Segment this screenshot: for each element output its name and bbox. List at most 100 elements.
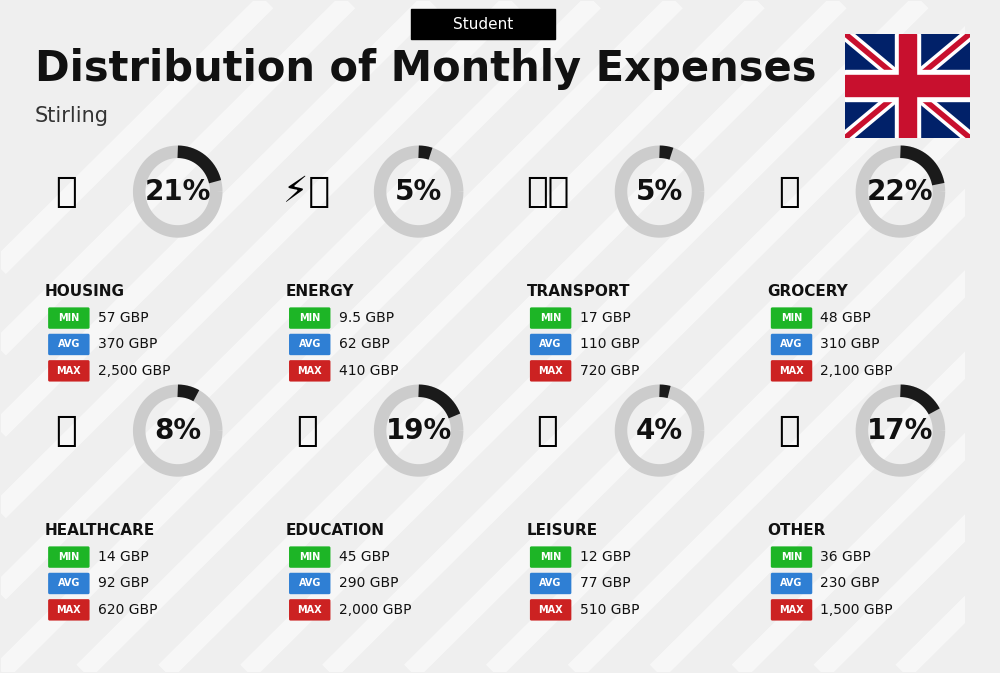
Text: 1,500 GBP: 1,500 GBP [820, 603, 893, 617]
FancyBboxPatch shape [530, 599, 571, 621]
Text: 510 GBP: 510 GBP [580, 603, 639, 617]
FancyBboxPatch shape [289, 334, 330, 355]
FancyBboxPatch shape [289, 573, 330, 594]
Text: 720 GBP: 720 GBP [580, 364, 639, 378]
FancyBboxPatch shape [771, 308, 812, 329]
FancyBboxPatch shape [530, 308, 571, 329]
FancyBboxPatch shape [289, 599, 330, 621]
Text: MIN: MIN [58, 313, 79, 323]
Text: AVG: AVG [539, 579, 562, 588]
Text: 2,000 GBP: 2,000 GBP [339, 603, 411, 617]
Text: 🎓: 🎓 [296, 414, 318, 448]
Text: 21%: 21% [145, 178, 211, 205]
Text: 230 GBP: 230 GBP [820, 577, 880, 590]
Text: Stirling: Stirling [35, 106, 109, 126]
Text: MIN: MIN [781, 552, 802, 562]
FancyBboxPatch shape [48, 573, 90, 594]
Text: MAX: MAX [297, 366, 322, 376]
Text: 310 GBP: 310 GBP [820, 337, 880, 351]
Text: 5%: 5% [636, 178, 683, 205]
Text: 🚌🚗: 🚌🚗 [526, 174, 569, 209]
Bar [845, 70, 970, 102]
Bar [845, 75, 970, 96]
Text: AVG: AVG [299, 339, 321, 349]
FancyBboxPatch shape [48, 334, 90, 355]
Text: 620 GBP: 620 GBP [98, 603, 157, 617]
Text: EDUCATION: EDUCATION [286, 523, 385, 538]
Text: TRANSPORT: TRANSPORT [527, 284, 630, 299]
Text: 17 GBP: 17 GBP [580, 311, 630, 325]
FancyBboxPatch shape [48, 308, 90, 329]
Bar [895, 34, 920, 138]
Text: Distribution of Monthly Expenses: Distribution of Monthly Expenses [35, 48, 817, 90]
Text: AVG: AVG [780, 339, 803, 349]
Text: 45 GBP: 45 GBP [339, 550, 389, 564]
Text: MIN: MIN [299, 552, 320, 562]
Text: 4%: 4% [636, 417, 683, 445]
Text: 19%: 19% [386, 417, 452, 445]
Text: 57 GBP: 57 GBP [98, 311, 148, 325]
Text: MAX: MAX [297, 605, 322, 615]
Text: LEISURE: LEISURE [527, 523, 598, 538]
FancyBboxPatch shape [530, 546, 571, 568]
FancyBboxPatch shape [771, 599, 812, 621]
FancyBboxPatch shape [411, 9, 555, 39]
Text: 290 GBP: 290 GBP [339, 577, 398, 590]
FancyBboxPatch shape [48, 599, 90, 621]
Text: MAX: MAX [57, 605, 81, 615]
Text: 2,500 GBP: 2,500 GBP [98, 364, 170, 378]
Text: AVG: AVG [539, 339, 562, 349]
Text: AVG: AVG [780, 579, 803, 588]
Text: AVG: AVG [58, 579, 80, 588]
FancyBboxPatch shape [48, 546, 90, 568]
Text: 9.5 GBP: 9.5 GBP [339, 311, 394, 325]
FancyBboxPatch shape [48, 360, 90, 382]
Text: 8%: 8% [154, 417, 201, 445]
Text: MIN: MIN [781, 313, 802, 323]
Text: MAX: MAX [538, 366, 563, 376]
FancyBboxPatch shape [771, 360, 812, 382]
Text: 410 GBP: 410 GBP [339, 364, 398, 378]
Text: HOUSING: HOUSING [45, 284, 125, 299]
Text: 370 GBP: 370 GBP [98, 337, 157, 351]
Text: MAX: MAX [538, 605, 563, 615]
Text: 🛍️: 🛍️ [537, 414, 559, 448]
Text: 🏢: 🏢 [55, 174, 77, 209]
Text: ⚡🏠: ⚡🏠 [283, 174, 330, 209]
Text: MIN: MIN [540, 313, 561, 323]
Text: AVG: AVG [299, 579, 321, 588]
Text: OTHER: OTHER [767, 523, 826, 538]
Text: 62 GBP: 62 GBP [339, 337, 389, 351]
Text: 14 GBP: 14 GBP [98, 550, 148, 564]
FancyBboxPatch shape [289, 546, 330, 568]
Text: 5%: 5% [395, 178, 442, 205]
Text: HEALTHCARE: HEALTHCARE [45, 523, 155, 538]
Text: GROCERY: GROCERY [767, 284, 848, 299]
Text: MIN: MIN [540, 552, 561, 562]
Text: 92 GBP: 92 GBP [98, 577, 148, 590]
Text: MAX: MAX [779, 366, 804, 376]
Text: MAX: MAX [779, 605, 804, 615]
Text: 110 GBP: 110 GBP [580, 337, 639, 351]
FancyBboxPatch shape [771, 546, 812, 568]
Bar [899, 34, 916, 138]
Text: ENERGY: ENERGY [286, 284, 354, 299]
FancyBboxPatch shape [771, 573, 812, 594]
Text: MAX: MAX [57, 366, 81, 376]
FancyBboxPatch shape [530, 360, 571, 382]
Text: 2,100 GBP: 2,100 GBP [820, 364, 893, 378]
FancyBboxPatch shape [289, 308, 330, 329]
FancyBboxPatch shape [530, 334, 571, 355]
Text: 💓: 💓 [55, 414, 77, 448]
Text: 💰: 💰 [778, 414, 799, 448]
Text: 36 GBP: 36 GBP [820, 550, 871, 564]
Text: MIN: MIN [58, 552, 79, 562]
FancyBboxPatch shape [289, 360, 330, 382]
Text: 48 GBP: 48 GBP [820, 311, 871, 325]
Text: AVG: AVG [58, 339, 80, 349]
FancyBboxPatch shape [771, 334, 812, 355]
Text: 77 GBP: 77 GBP [580, 577, 630, 590]
Text: 22%: 22% [867, 178, 934, 205]
Text: 12 GBP: 12 GBP [580, 550, 630, 564]
FancyBboxPatch shape [530, 573, 571, 594]
